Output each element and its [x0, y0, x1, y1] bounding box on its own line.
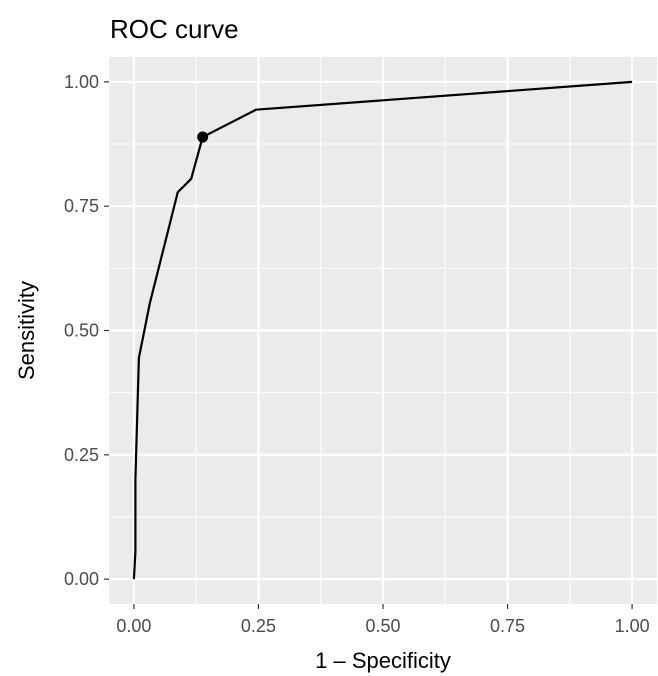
x-axis-title: 1 – Specificity: [315, 648, 451, 673]
y-axis-title: Sensitivity: [14, 281, 39, 380]
x-tick-label: 0.00: [116, 616, 151, 636]
roc-curve-line: [132, 80, 633, 580]
optimal-threshold-point: [197, 131, 209, 143]
x-axis-ticks: 0.00 0.25 0.50 0.75 1.00: [116, 604, 650, 636]
y-tick-label: 1.00: [64, 72, 99, 92]
x-tick-label: 0.25: [241, 616, 276, 636]
x-tick-label: 0.75: [490, 616, 525, 636]
x-tick-label: 0.50: [365, 616, 400, 636]
y-tick-label: 0.25: [64, 445, 99, 465]
series-layer: [132, 80, 633, 580]
major-gridlines: [109, 57, 657, 604]
chart-title: ROC curve: [110, 14, 239, 44]
x-tick-label: 1.00: [615, 616, 650, 636]
y-tick-label: 0.00: [64, 569, 99, 589]
y-tick-label: 0.50: [64, 321, 99, 341]
y-axis-ticks: 0.00 0.25 0.50 0.75 1.00: [64, 72, 109, 589]
y-tick-label: 0.75: [64, 196, 99, 216]
